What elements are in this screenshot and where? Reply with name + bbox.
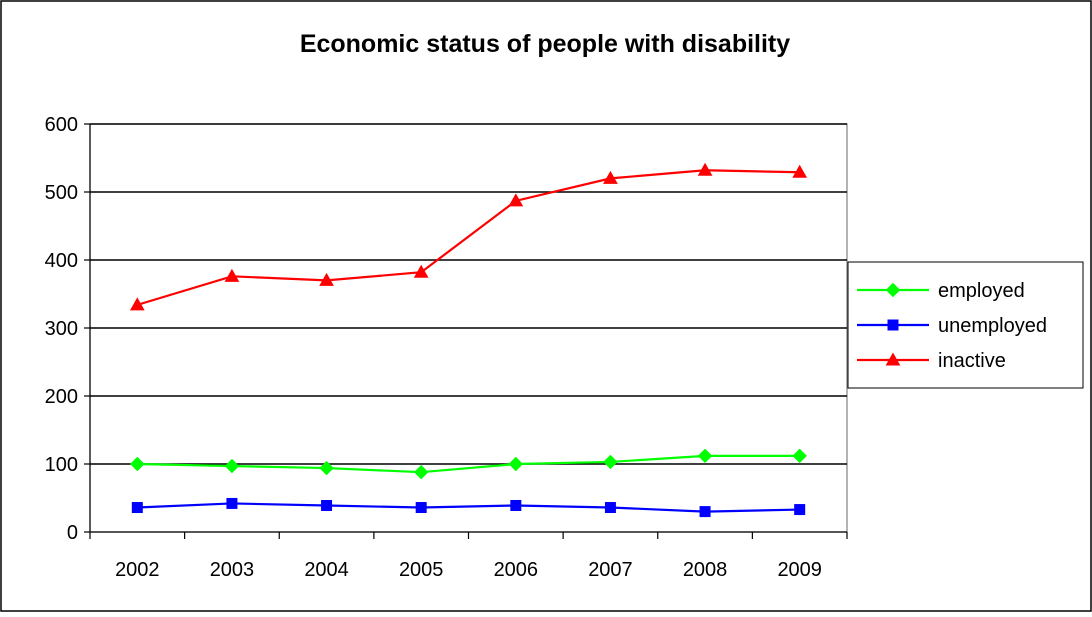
data-point-employed: [319, 460, 334, 476]
series-line-inactive: [136, 169, 800, 306]
data-point-inactive: [224, 268, 240, 282]
y-tick-label: 400: [45, 250, 78, 272]
data-point-unemployed: [699, 506, 711, 518]
legend-item-inactive: inactive: [857, 350, 1006, 372]
x-tick-label: 2007: [588, 559, 633, 581]
legend-marker: [885, 282, 901, 298]
data-point-employed: [792, 448, 807, 464]
series-inactive: [129, 162, 808, 311]
legend-marker: [885, 352, 901, 366]
series-layer: [129, 162, 808, 518]
data-point-unemployed: [794, 504, 806, 516]
y-axis: 0 100 200 300 400 500 600: [45, 114, 91, 544]
data-point-employed: [603, 454, 618, 470]
data-point-unemployed: [604, 502, 616, 514]
x-tick-label: 2005: [399, 559, 444, 581]
legend-label: employed: [938, 280, 1025, 302]
data-point-inactive: [792, 164, 808, 178]
data-point-inactive: [129, 297, 145, 311]
series-employed: [130, 448, 807, 480]
data-point-inactive: [413, 264, 429, 278]
chart-title: Economic status of people with disabilit…: [300, 30, 790, 58]
legend-marker: [887, 319, 899, 331]
y-tick-label: 300: [45, 318, 78, 340]
gridlines: [90, 123, 847, 465]
legend: employed unemployed inactive: [857, 280, 1047, 372]
x-tick-label: 2002: [115, 559, 160, 581]
legend-label: unemployed: [938, 315, 1047, 337]
y-tick-label: 100: [45, 454, 78, 476]
data-point-unemployed: [226, 497, 238, 509]
x-tick-label: 2006: [494, 559, 539, 581]
data-point-unemployed: [510, 499, 522, 511]
x-axis: 2002 2003 2004 2005 2006 2007 2008 2009: [89, 531, 848, 581]
x-tick-label: 2009: [777, 559, 822, 581]
x-tick-label: 2003: [210, 559, 255, 581]
data-point-inactive: [697, 162, 713, 176]
data-point-unemployed: [415, 502, 427, 514]
data-point-employed: [130, 456, 145, 472]
data-point-inactive: [603, 170, 618, 184]
data-point-unemployed: [131, 502, 143, 514]
x-tick-label: 2004: [304, 559, 349, 581]
data-point-employed: [224, 458, 240, 474]
legend-label: inactive: [938, 350, 1006, 372]
series-line-employed: [137, 454, 800, 474]
data-point-unemployed: [321, 499, 333, 511]
y-tick-label: 0: [67, 522, 78, 544]
y-tick-label: 200: [45, 386, 78, 408]
legend-item-unemployed: unemployed: [857, 315, 1047, 337]
series-unemployed: [131, 497, 806, 518]
x-tick-label: 2008: [683, 559, 728, 581]
y-tick-label: 500: [45, 182, 78, 204]
y-tick-label: 600: [45, 114, 78, 136]
data-point-employed: [508, 456, 524, 472]
data-point-employed: [697, 448, 713, 464]
data-point-inactive: [319, 272, 334, 286]
series-line-unemployed: [137, 502, 800, 513]
data-point-inactive: [508, 193, 524, 207]
legend-item-employed: employed: [857, 280, 1025, 302]
data-point-employed: [413, 464, 429, 480]
